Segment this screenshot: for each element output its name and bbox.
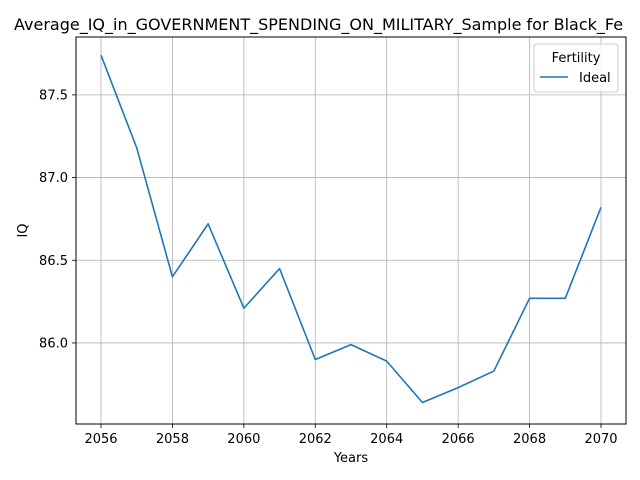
legend: Fertility Ideal bbox=[533, 43, 619, 93]
x-tick-label: 2060 bbox=[227, 432, 260, 447]
chart-title: Average_IQ_in_GOVERNMENT_SPENDING_ON_MIL… bbox=[14, 15, 623, 35]
y-tick-label: 87.0 bbox=[39, 171, 68, 186]
x-tick-label: 2064 bbox=[370, 432, 403, 447]
x-axis-label: Years bbox=[333, 451, 369, 466]
x-tick-label: 2068 bbox=[513, 432, 546, 447]
y-tick-label: 86.5 bbox=[39, 254, 68, 269]
x-axis-ticks: 2056 2058 2060 2062 2064 2066 2068 2070 bbox=[84, 424, 618, 447]
y-tick-label: 86.0 bbox=[39, 336, 68, 351]
x-tick-label: 2062 bbox=[299, 432, 332, 447]
y-tick-label: 87.5 bbox=[39, 88, 68, 103]
x-tick-label: 2066 bbox=[442, 432, 475, 447]
legend-box bbox=[533, 43, 619, 93]
y-axis-ticks: 86.0 86.5 87.0 87.5 bbox=[39, 88, 76, 351]
legend-label-ideal: Ideal bbox=[579, 71, 611, 86]
series-line-ideal bbox=[100, 54, 602, 404]
y-axis-label: IQ bbox=[16, 223, 31, 237]
x-tick-label: 2058 bbox=[156, 432, 189, 447]
x-tick-label: 2056 bbox=[84, 432, 117, 447]
x-tick-label: 2070 bbox=[584, 432, 617, 447]
plot-area bbox=[75, 36, 627, 425]
grid-lines bbox=[76, 37, 626, 424]
legend-title: Fertility bbox=[552, 51, 601, 66]
series-layer bbox=[100, 54, 602, 404]
